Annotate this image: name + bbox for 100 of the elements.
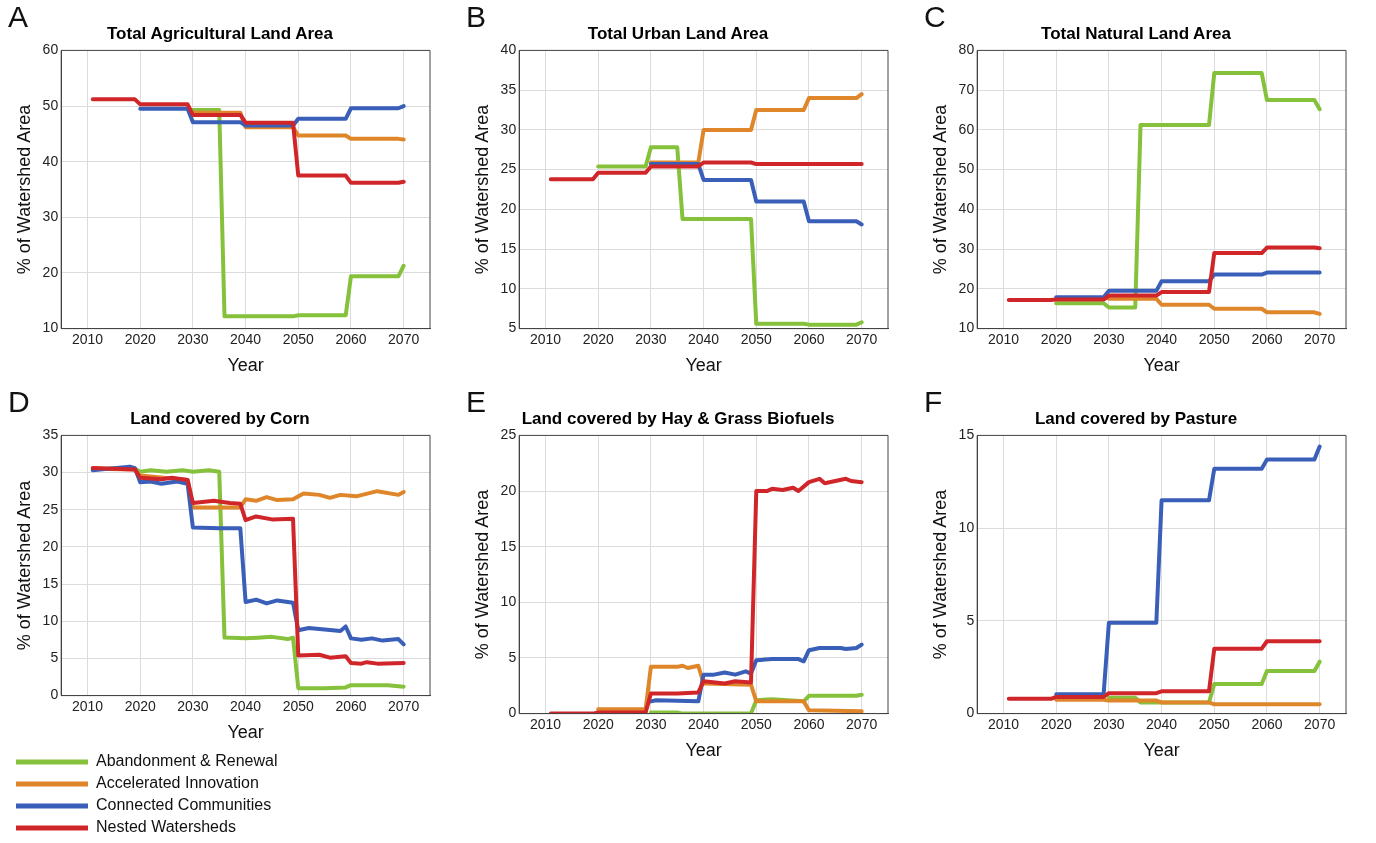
y-tick-label: 20	[500, 200, 517, 217]
y-tick-label: 15	[500, 537, 517, 554]
legend-label: Connected Communities	[96, 796, 361, 814]
chart-title: Land covered by Pasture	[1034, 408, 1238, 428]
x-tick-label: 2050	[1198, 330, 1231, 347]
x-tick-label: 2010	[529, 715, 562, 732]
x-tick-label: 2020	[582, 715, 614, 732]
y-tick-label: 25	[500, 426, 517, 443]
chart-title: Land covered by Corn	[130, 408, 310, 428]
x-tick-label: 2060	[793, 330, 825, 347]
x-tick-label: 2020	[582, 330, 614, 347]
text: C	[924, 0, 946, 34]
x-tick-label: 2010	[987, 330, 1020, 347]
x-tick-label: 2060	[1251, 715, 1283, 732]
y-tick-label: 5	[966, 611, 975, 628]
x-tick-label: 2030	[635, 715, 667, 732]
y-tick-label: 15	[42, 574, 59, 591]
x-tick-label: 2070	[1304, 330, 1336, 347]
x-tick-label: 2010	[71, 697, 104, 714]
x-tick-label: 2070	[388, 697, 420, 714]
y-tick-label: 10	[958, 518, 975, 535]
x-tick-label: 2070	[846, 715, 878, 732]
y-tick-label: 10	[500, 593, 517, 610]
x-tick-label: 2020	[124, 697, 156, 714]
y-tick-label: 10	[42, 319, 59, 336]
x-tick-label: 2050	[740, 330, 773, 347]
x-tick-label: 2060	[335, 330, 367, 347]
x-tick-label: 2020	[1040, 715, 1072, 732]
y-tick-label: 40	[958, 200, 975, 217]
x-tick-label: 2010	[529, 330, 562, 347]
text: E	[466, 385, 487, 419]
y-tick-label: 10	[500, 279, 517, 296]
y-axis-title: % of Watershed Area	[929, 103, 950, 275]
text: F	[924, 385, 943, 419]
x-tick-label: 2050	[282, 697, 315, 714]
legend-label: Nested Watersheds	[96, 818, 325, 836]
x-tick-label: 2060	[793, 715, 825, 732]
legend-label: Accelerated Innovation	[96, 774, 348, 792]
y-tick-label: 30	[42, 463, 59, 480]
x-tick-label: 2040	[1146, 330, 1178, 347]
y-tick-label: 35	[500, 81, 517, 97]
y-tick-label: 30	[42, 208, 59, 225]
y-tick-label: 25	[500, 160, 517, 177]
y-tick-label: 10	[958, 319, 975, 336]
y-tick-label: 70	[958, 81, 975, 97]
x-tick-label: 2010	[71, 330, 104, 347]
chart-title: Land covered by Hay & Grass Biofuels	[521, 408, 835, 428]
x-tick-label: 2010	[987, 715, 1020, 732]
y-tick-label: 15	[500, 239, 517, 256]
y-tick-label: 20	[42, 537, 59, 554]
text: A	[8, 0, 29, 34]
y-tick-label: 80	[958, 41, 975, 58]
y-tick-label: 20	[500, 481, 517, 498]
y-tick-label: 60	[42, 41, 59, 58]
y-tick-label: 0	[508, 704, 517, 721]
x-tick-label: 2050	[1198, 715, 1231, 732]
y-tick-label: 50	[42, 96, 59, 113]
x-axis-title: Year	[1143, 355, 1180, 376]
y-tick-label: 40	[42, 152, 59, 169]
y-tick-label: 15	[958, 426, 975, 443]
legend-label: Abandonment & Renewal	[96, 752, 367, 770]
x-tick-label: 2040	[230, 697, 262, 714]
x-tick-label: 2040	[1146, 715, 1178, 732]
x-axis-title: Year	[227, 355, 264, 376]
y-tick-label: 30	[958, 239, 975, 256]
x-tick-label: 2020	[124, 330, 156, 347]
x-axis-title: Year	[685, 355, 722, 376]
x-tick-label: 2030	[177, 330, 209, 347]
y-tick-label: 0	[50, 686, 59, 703]
x-tick-label: 2070	[1304, 715, 1336, 732]
y-axis-title: % of Watershed Area	[13, 103, 34, 275]
y-tick-label: 5	[508, 648, 517, 665]
chart-title: Total Natural Land Area	[1041, 23, 1232, 43]
x-tick-label: 2070	[388, 330, 420, 347]
x-tick-label: 2040	[688, 715, 720, 732]
x-tick-label: 2030	[177, 697, 209, 714]
y-tick-label: 5	[508, 319, 517, 336]
y-tick-label: 50	[958, 160, 975, 177]
y-tick-label: 0	[966, 704, 975, 721]
x-tick-label: 2070	[846, 330, 878, 347]
y-tick-label: 10	[42, 612, 59, 629]
chart-title: Total Agricultural Land Area	[106, 23, 334, 43]
x-tick-label: 2030	[1093, 330, 1125, 347]
x-axis-title: Year	[1143, 740, 1180, 761]
y-tick-label: 30	[500, 120, 517, 137]
y-tick-label: 20	[958, 279, 975, 296]
y-tick-label: 5	[50, 649, 59, 666]
x-axis-title: Year	[685, 740, 722, 761]
x-tick-label: 2030	[635, 330, 667, 347]
y-axis-title: % of Watershed Area	[471, 103, 492, 275]
x-tick-label: 2020	[1040, 330, 1072, 347]
x-tick-label: 2040	[230, 330, 262, 347]
y-axis-title: % of Watershed Area	[13, 479, 34, 651]
y-axis-title: % of Watershed Area	[929, 488, 950, 660]
y-tick-label: 25	[42, 500, 59, 517]
x-tick-label: 2050	[740, 715, 773, 732]
x-tick-label: 2060	[335, 697, 367, 714]
y-tick-label: 40	[500, 41, 517, 58]
text: B	[466, 0, 487, 34]
y-tick-label: 35	[42, 426, 59, 443]
